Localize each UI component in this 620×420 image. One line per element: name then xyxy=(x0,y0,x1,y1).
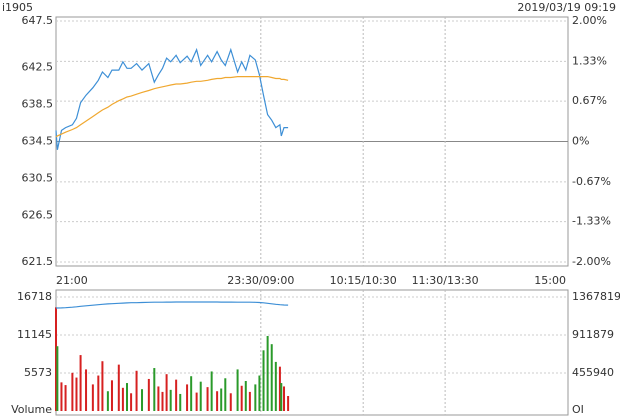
y2-tick-label: 1367819 xyxy=(572,290,620,303)
y-tick-label: 647.5 xyxy=(22,14,54,27)
volume-bar xyxy=(56,346,59,411)
y2-tick-label: 455940 xyxy=(572,366,614,379)
price-line xyxy=(55,47,289,150)
volume-bar xyxy=(236,369,239,411)
volume-bar xyxy=(117,364,120,411)
volume-bar xyxy=(179,393,182,411)
volume-bar xyxy=(199,381,202,411)
volume-bar xyxy=(130,393,133,411)
volume-bar xyxy=(147,378,150,411)
volume-bar xyxy=(278,366,281,411)
volume-bar xyxy=(157,386,160,411)
volume-bar xyxy=(153,368,156,411)
volume-bar xyxy=(190,376,193,411)
volume-bar xyxy=(55,307,57,411)
volume-bar xyxy=(71,372,74,411)
y-tick-label: 638.5 xyxy=(22,97,54,110)
volume-frame xyxy=(55,289,569,416)
volume-bar xyxy=(161,391,164,411)
volume-bar xyxy=(206,387,209,411)
y-tick-label: 5573 xyxy=(24,366,52,379)
x-tick-label: 15:00 xyxy=(534,274,566,287)
x-tick-label: 23:30/09:00 xyxy=(227,274,294,287)
volume-bar xyxy=(210,371,213,411)
volume-bar xyxy=(224,378,227,411)
y2-tick-label: 0% xyxy=(572,135,589,148)
volume-bar xyxy=(121,387,124,411)
y2-tick-label: -1.33% xyxy=(572,215,611,228)
volume-bar xyxy=(79,355,82,411)
y-tick-label: 11145 xyxy=(17,328,52,341)
x-tick-label: 10:15/10:30 xyxy=(330,274,397,287)
y2-tick-label: 911879 xyxy=(572,328,614,341)
volume-bar xyxy=(283,386,286,411)
volume-bar xyxy=(254,384,257,411)
volume-bar xyxy=(274,361,277,411)
volume-bar xyxy=(91,384,94,411)
y-axis-label: Volume xyxy=(11,403,52,416)
volume-bar xyxy=(135,370,138,411)
y2-tick-label: 1.33% xyxy=(572,54,607,67)
y2-tick-label: 0.67% xyxy=(572,94,607,107)
volume-bar xyxy=(280,383,283,411)
volume-bar xyxy=(186,384,189,411)
volume-bar xyxy=(101,361,104,411)
volume-bar xyxy=(169,389,172,411)
volume-bar xyxy=(106,391,109,411)
volume-bar xyxy=(195,392,198,411)
y2-tick-label: -0.67% xyxy=(572,175,611,188)
volume-bar xyxy=(110,380,113,411)
oi-line xyxy=(56,301,289,309)
x-tick-label: 11:30/13:30 xyxy=(412,274,479,287)
volume-bar xyxy=(287,395,290,411)
chart-title: i1905 xyxy=(2,1,33,14)
x-tick-label: 21:00 xyxy=(56,274,88,287)
volume-bar xyxy=(175,379,178,411)
volume-bar xyxy=(141,389,144,411)
volume-bar xyxy=(85,369,88,411)
volume-bar xyxy=(220,388,223,411)
volume-bar xyxy=(262,350,265,411)
volume-bar xyxy=(244,380,247,411)
y-tick-label: 626.5 xyxy=(22,209,54,222)
y2-tick-label: 2.00% xyxy=(572,14,607,27)
volume-bar xyxy=(240,385,243,411)
y-tick-label: 16718 xyxy=(17,290,52,303)
y-tick-label: 634.5 xyxy=(22,135,54,148)
volume-bar xyxy=(266,335,269,411)
volume-bar xyxy=(270,344,273,411)
volume-bar xyxy=(75,377,78,411)
volume-bar xyxy=(60,382,63,411)
y2-axis-label: OI xyxy=(572,403,584,416)
price-line xyxy=(55,76,289,138)
volume-bar xyxy=(64,385,67,411)
y-tick-label: 621.5 xyxy=(22,255,54,268)
y2-tick-label: -2.00% xyxy=(572,255,611,268)
volume-bar xyxy=(97,375,100,411)
volume-bar xyxy=(125,383,128,411)
y-tick-label: 642.5 xyxy=(22,60,54,73)
volume-bar xyxy=(165,374,168,411)
volume-bar xyxy=(229,393,232,411)
y-tick-label: 630.5 xyxy=(22,172,54,185)
volume-bar xyxy=(248,391,251,411)
chart-subtitle: 2019/03/19 09:19 xyxy=(517,1,616,14)
volume-bar xyxy=(258,375,261,411)
volume-bar xyxy=(216,391,219,411)
